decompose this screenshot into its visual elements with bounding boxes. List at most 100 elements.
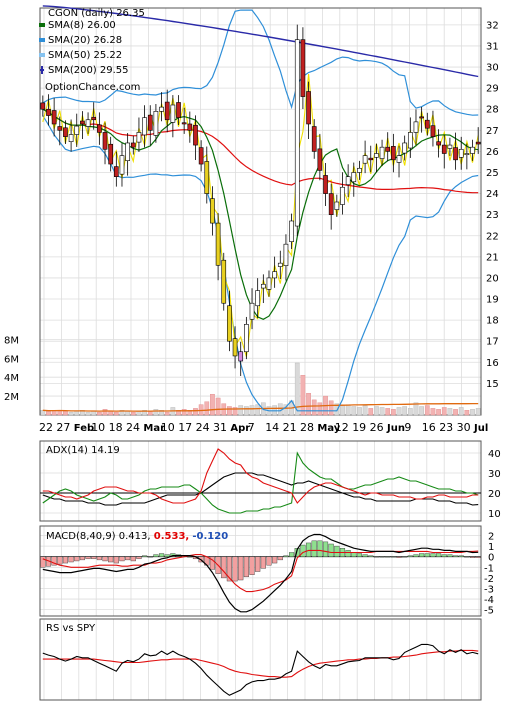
candle-body [91, 116, 97, 121]
volume-bar [147, 411, 153, 416]
date-tick-label: 18 [109, 421, 123, 434]
candle-body [153, 111, 159, 136]
candle-body [238, 351, 244, 362]
sma-50-line [42, 108, 479, 194]
date-tick-label: 16 [422, 421, 436, 434]
volume-bar [130, 411, 136, 416]
volume-bar [470, 409, 475, 416]
candle-body [210, 198, 215, 224]
candle-body [277, 262, 283, 267]
date-tick-label: 21 [283, 421, 297, 434]
candle-body [170, 104, 176, 123]
volume-bar [249, 405, 255, 416]
volume-bar [374, 406, 379, 416]
candle-body [85, 119, 91, 127]
adx-gridlines [40, 441, 481, 521]
date-tick-label: 14 [265, 421, 279, 434]
volume-bar [345, 404, 351, 416]
macd-histogram-bar [272, 556, 278, 564]
candle-body [119, 155, 125, 175]
macd-histogram-bar [102, 556, 108, 562]
price-tick-label: 27 [486, 126, 499, 137]
macd-histogram-bar [317, 540, 323, 557]
date-tick-label: Jun [386, 423, 405, 434]
macd-tick-label: -4 [484, 595, 494, 606]
date-tick-label: May [317, 423, 340, 434]
candle-body [74, 125, 80, 135]
candle-body [402, 142, 408, 154]
date-tick-label: 22 [39, 421, 53, 434]
candle-body [125, 142, 130, 161]
macd-histogram-bar [249, 556, 255, 575]
volume-bar [419, 406, 424, 416]
volume-bar [300, 375, 306, 416]
macd-histogram-bar [74, 556, 80, 562]
price-tick-label: 29 [486, 84, 499, 95]
candle-body [385, 146, 391, 152]
date-tick-label: Mar [143, 423, 165, 434]
volume-tick-label: 8M [4, 335, 19, 346]
macd-histogram-bar [243, 556, 249, 578]
macd-histogram-bar [158, 553, 165, 557]
macd-histogram-bar [164, 554, 170, 557]
rs-panel: RS vs SPY [39, 618, 482, 701]
volume-bar [244, 406, 249, 416]
macd-title-label: MACD(8,40,9) 0.413, [46, 531, 151, 542]
macd-histogram-bar [345, 550, 351, 557]
price-tick-label: 16 [486, 358, 499, 369]
candle-body [272, 271, 277, 279]
rs-average-line [42, 649, 479, 678]
volume-bar [306, 393, 311, 416]
macd-histogram-bar [108, 556, 114, 563]
volume-bar [91, 411, 97, 416]
volume-bar [210, 393, 215, 416]
candle-body [266, 277, 272, 290]
volume-bar [379, 407, 385, 416]
date-tick-label: 10 [161, 421, 175, 434]
volume-bar [424, 405, 430, 416]
macd-histogram-bar [390, 556, 396, 558]
macd-tick-label: 0 [488, 553, 494, 564]
candle-body [447, 144, 453, 149]
macd-histogram-bar [187, 556, 193, 558]
macd-histogram-bar [51, 556, 57, 566]
adx-panel: 10 20 30 40 ADX(14) 14.19 [39, 440, 501, 522]
legend-label: SMA(200) 29.55 [48, 65, 129, 76]
macd-histogram-bar [40, 556, 46, 568]
candle-body [464, 153, 470, 156]
volume-tick-label: 4M [4, 373, 19, 384]
volume-bar [74, 411, 80, 416]
date-tick-label: Apr [230, 423, 250, 434]
volume-bar [97, 411, 102, 416]
macd-lines [42, 533, 479, 613]
volume-bar [46, 411, 51, 416]
volume-bar [441, 407, 447, 416]
candle-body [46, 108, 51, 116]
candle-body [63, 127, 68, 137]
candle-body [142, 117, 147, 136]
volume-average-line [42, 402, 479, 412]
candle-body [113, 166, 119, 178]
candle-body [193, 124, 198, 146]
date-tick-label: 7 [248, 421, 255, 434]
date-tick-label: 24 [126, 421, 140, 434]
price-axis-labels: 15 16 17 18 19 20 21 22 23 24 25 26 27 28 29 30 31 32 [486, 20, 499, 389]
legend-label: SMA(20) 26.28 [48, 35, 122, 46]
candle-body [379, 146, 385, 159]
candle-body [130, 142, 136, 148]
macd-histogram-bar [305, 542, 312, 557]
macd-histogram-bar [142, 555, 148, 557]
macd-histogram-bar [311, 540, 317, 557]
volume-bar [391, 409, 396, 416]
candle-body [232, 338, 238, 357]
volume-bar [413, 402, 419, 416]
candle-body [204, 161, 210, 194]
candle-body [323, 175, 328, 194]
adx-lines [42, 448, 479, 514]
date-tick-label: 23 [439, 421, 453, 434]
adx-axis-labels: 10 20 30 40 [488, 449, 501, 520]
volume-bar [102, 409, 108, 416]
date-tick-label: 31 [213, 421, 227, 434]
